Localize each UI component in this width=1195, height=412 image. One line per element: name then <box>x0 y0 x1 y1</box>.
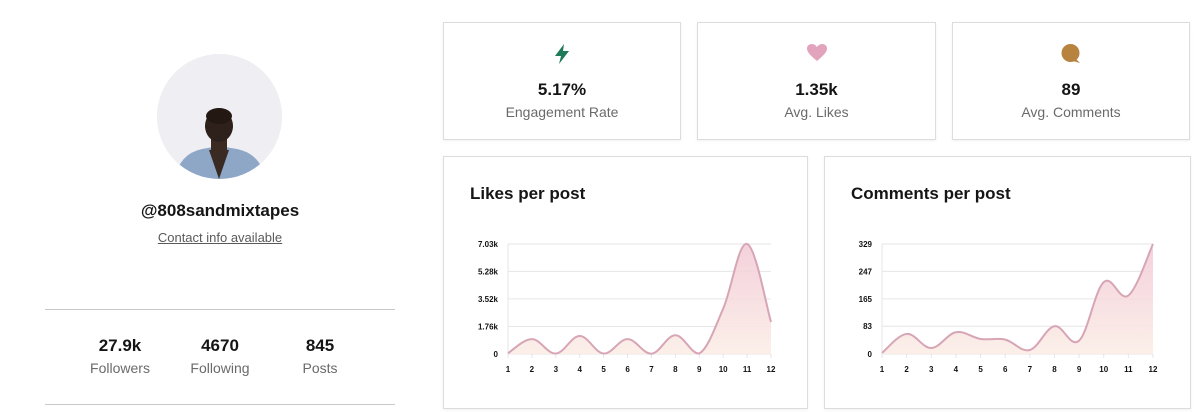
svg-text:329: 329 <box>859 240 873 249</box>
svg-text:10: 10 <box>719 365 728 374</box>
contact-info-link[interactable]: Contact info available <box>157 230 283 245</box>
chart-title: Comments per post <box>851 184 1011 203</box>
chart-likes-per-post: Likes per post 0 1.76k 3.52k 5.28k 7.03k 1 2 3 4… <box>443 156 808 409</box>
svg-text:8: 8 <box>673 365 678 374</box>
avatar-image <box>157 54 282 179</box>
svg-text:165: 165 <box>859 295 873 304</box>
svg-text:5: 5 <box>978 365 983 374</box>
svg-text:5: 5 <box>601 365 606 374</box>
svg-text:12: 12 <box>1149 365 1158 374</box>
svg-text:83: 83 <box>863 322 872 331</box>
svg-text:6: 6 <box>625 365 630 374</box>
stat-value: 27.9k <box>98 336 142 355</box>
stat-followers: 27.9k Followers <box>70 336 170 378</box>
stat-value: 4670 <box>201 336 239 355</box>
avatar <box>157 54 282 179</box>
svg-text:10: 10 <box>1099 365 1108 374</box>
profile-panel: @808sandmixtapes Contact info available … <box>0 0 440 412</box>
svg-text:11: 11 <box>1124 365 1133 374</box>
divider-top <box>45 309 395 310</box>
stat-label: Followers <box>90 360 150 376</box>
svg-text:12: 12 <box>767 365 776 374</box>
svg-text:9: 9 <box>1077 365 1082 374</box>
svg-text:6: 6 <box>1003 365 1008 374</box>
stat-value: 845 <box>305 336 335 355</box>
kpi-value: 89 <box>1061 80 1081 99</box>
contact-info: Contact info available <box>0 230 440 245</box>
kpi-value: 5.17% <box>537 80 587 99</box>
svg-text:5.28k: 5.28k <box>478 267 499 276</box>
svg-text:1.76k: 1.76k <box>478 322 499 331</box>
svg-text:7: 7 <box>1028 365 1033 374</box>
kpi-label: Avg. Likes <box>784 104 849 120</box>
svg-text:3: 3 <box>929 365 934 374</box>
lightning-icon <box>444 43 680 65</box>
svg-text:1: 1 <box>880 365 885 374</box>
svg-text:247: 247 <box>859 267 873 276</box>
svg-text:9: 9 <box>697 365 702 374</box>
heart-icon <box>698 43 935 65</box>
kpi-avg-likes: 1.35k Avg. Likes <box>697 22 936 140</box>
stat-label: Posts <box>302 360 338 376</box>
kpi-label: Engagement Rate <box>505 104 619 120</box>
svg-text:2: 2 <box>530 365 535 374</box>
profile-stats: 27.9k Followers 4670 Following 845 Posts <box>45 336 395 380</box>
svg-text:0: 0 <box>868 350 873 359</box>
svg-text:4: 4 <box>578 365 583 374</box>
svg-text:4: 4 <box>954 365 959 374</box>
chart-title: Likes per post <box>470 184 586 203</box>
svg-text:2: 2 <box>904 365 909 374</box>
svg-text:0: 0 <box>494 350 499 359</box>
svg-text:3.52k: 3.52k <box>478 295 499 304</box>
chart-comments-per-post: Comments per post 0 83 165 247 329 1 2 3 4 5 6 7 8 9 1… <box>824 156 1191 409</box>
kpi-value: 1.35k <box>795 80 838 99</box>
svg-text:7.03k: 7.03k <box>478 240 499 249</box>
kpi-avg-comments: 89 Avg. Comments <box>952 22 1190 140</box>
stat-following: 4670 Following <box>170 336 270 378</box>
profile-handle: @808sandmixtapes <box>140 201 300 220</box>
comment-icon <box>953 43 1189 65</box>
svg-text:7: 7 <box>649 365 654 374</box>
stat-posts: 845 Posts <box>270 336 370 378</box>
divider-bottom <box>45 404 395 405</box>
svg-text:8: 8 <box>1052 365 1057 374</box>
kpi-label: Avg. Comments <box>1021 104 1121 120</box>
svg-text:11: 11 <box>743 365 752 374</box>
kpi-engagement-rate: 5.17% Engagement Rate <box>443 22 681 140</box>
svg-text:3: 3 <box>554 365 559 374</box>
stat-label: Following <box>190 360 250 376</box>
svg-text:1: 1 <box>506 365 511 374</box>
